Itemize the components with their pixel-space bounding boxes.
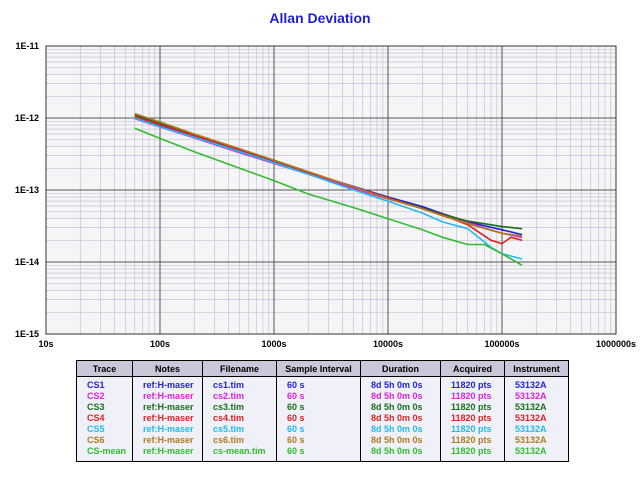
- legend-cell: 60 s: [276, 446, 361, 462]
- legend-cell: CS6: [76, 435, 133, 446]
- legend-cell: cs4.tim: [202, 413, 277, 424]
- legend-cell: 53132A: [504, 391, 569, 402]
- legend-cell: 53132A: [504, 376, 569, 391]
- legend-cell: CS4: [76, 413, 133, 424]
- legend-body: CS1 ref:H-maser cs1.tim 60 s 8d 5h 0m 0s 1182…: [76, 376, 569, 462]
- legend-cell: CS5: [76, 424, 133, 435]
- y-tick-label: 1E-11: [15, 41, 39, 51]
- legend-cell: cs5.tim: [202, 424, 277, 435]
- legend-cell: 11820 pts: [440, 413, 505, 424]
- legend-cell: cs6.tim: [202, 435, 277, 446]
- legend-cell: ref:H-maser: [132, 391, 203, 402]
- legend-cell: 11820 pts: [440, 435, 505, 446]
- legend-row: CS3 ref:H-maser cs3.tim 60 s 8d 5h 0m 0s 1182…: [76, 402, 569, 413]
- plot-frame: [45, 45, 617, 335]
- legend-header-cell: Acquired: [440, 360, 505, 377]
- legend-row: CS1 ref:H-maser cs1.tim 60 s 8d 5h 0m 0s 1182…: [76, 376, 569, 391]
- legend-header-cell: Filename: [202, 360, 277, 377]
- legend-row: CS-mean ref:H-maser cs-mean.tim 60 s 8d 5h 0…: [76, 446, 569, 462]
- x-tick-label: 10s: [38, 339, 53, 349]
- legend-cell: 60 s: [276, 424, 361, 435]
- legend-cell: ref:H-maser: [132, 435, 203, 446]
- legend-row: CS5 ref:H-maser cs5.tim 60 s 8d 5h 0m 0s 1182…: [76, 424, 569, 435]
- legend-cell: 60 s: [276, 413, 361, 424]
- legend-cell: 53132A: [504, 424, 569, 435]
- legend-header-cell: Duration: [360, 360, 441, 377]
- legend-cell: 11820 pts: [440, 424, 505, 435]
- legend-cell: ref:H-maser: [132, 446, 203, 462]
- legend-cell: ref:H-maser: [132, 413, 203, 424]
- legend-header-cell: Sample Interval: [276, 360, 361, 377]
- y-tick-label: 1E-12: [15, 113, 39, 123]
- series-line-cs5: [134, 117, 523, 260]
- legend-header-cell: Trace: [76, 360, 133, 377]
- legend-cell: CS1: [76, 376, 133, 391]
- legend-cell: 8d 5h 0m 0s: [360, 424, 441, 435]
- y-tick-label: 1E-14: [15, 257, 39, 267]
- allan-deviation-plot: 10s 100s 1000s 10000s 100000s 1000000s 1E-11 1E…: [15, 41, 636, 349]
- legend-header-row: Trace Notes Filename Sample Interval Duratio…: [76, 360, 569, 377]
- chart-title: Allan Deviation: [269, 10, 371, 26]
- legend-header-cell: Instrument: [504, 360, 569, 377]
- x-tick-label: 100s: [150, 339, 170, 349]
- legend-cell: 11820 pts: [440, 446, 505, 462]
- legend-cell: 11820 pts: [440, 402, 505, 413]
- legend-cell: 8d 5h 0m 0s: [360, 402, 441, 413]
- legend-row: CS2 ref:H-maser cs2.tim 60 s 8d 5h 0m 0s 1182…: [76, 391, 569, 402]
- legend-cell: 11820 pts: [440, 376, 505, 391]
- legend-cell: cs2.tim: [202, 391, 277, 402]
- legend-cell: ref:H-maser: [132, 376, 203, 391]
- legend-cell: 60 s: [276, 402, 361, 413]
- legend-row: CS6 ref:H-maser cs6.tim 60 s 8d 5h 0m 0s 1182…: [76, 435, 569, 446]
- legend-cell: 60 s: [276, 376, 361, 391]
- legend-cell: 8d 5h 0m 0s: [360, 413, 441, 424]
- legend-cell: 8d 5h 0m 0s: [360, 376, 441, 391]
- legend-cell: 60 s: [276, 391, 361, 402]
- x-tick-label: 100000s: [484, 339, 519, 349]
- legend-cell: cs1.tim: [202, 376, 277, 391]
- legend-cell: cs-mean.tim: [202, 446, 277, 462]
- legend-cell: CS3: [76, 402, 133, 413]
- legend-cell: 53132A: [504, 446, 569, 462]
- legend-cell: 8d 5h 0m 0s: [360, 446, 441, 462]
- x-tick-label: 1000s: [261, 339, 286, 349]
- y-tick-label: 1E-13: [15, 185, 39, 195]
- legend-cell: 60 s: [276, 435, 361, 446]
- legend-cell: 8d 5h 0m 0s: [360, 391, 441, 402]
- legend-header-cell: Notes: [132, 360, 203, 377]
- legend-cell: 11820 pts: [440, 391, 505, 402]
- x-tick-label: 10000s: [373, 339, 403, 349]
- series-line-cs6: [134, 112, 523, 237]
- legend-cell: 8d 5h 0m 0s: [360, 435, 441, 446]
- series-line-cs-mean: [134, 127, 523, 266]
- trace-legend-table: Trace Notes Filename Sample Interval Duratio…: [76, 360, 569, 462]
- x-tick-label: 1000000s: [596, 339, 636, 349]
- legend-cell: 53132A: [504, 435, 569, 446]
- y-tick-label: 1E-15: [15, 329, 39, 339]
- legend-cell: ref:H-maser: [132, 424, 203, 435]
- legend-row: CS4 ref:H-maser cs4.tim 60 s 8d 5h 0m 0s 1182…: [76, 413, 569, 424]
- legend-cell: 53132A: [504, 413, 569, 424]
- legend-cell: CS-mean: [76, 446, 133, 462]
- legend-cell: cs3.tim: [202, 402, 277, 413]
- legend-cell: 53132A: [504, 402, 569, 413]
- legend-cell: CS2: [76, 391, 133, 402]
- legend-cell: ref:H-maser: [132, 402, 203, 413]
